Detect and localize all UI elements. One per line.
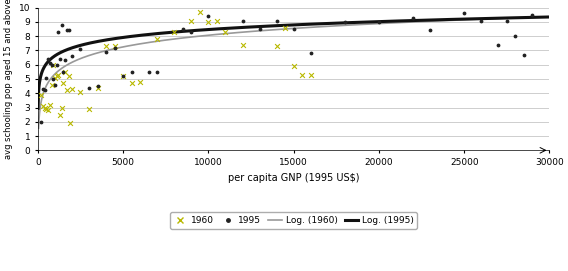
Point <box>502 18 511 23</box>
Point <box>204 14 213 18</box>
Point <box>374 20 383 24</box>
Point <box>37 120 46 124</box>
Point <box>408 15 417 20</box>
Point <box>40 88 49 93</box>
Point <box>204 20 213 24</box>
Point <box>62 88 72 93</box>
Point <box>93 85 102 90</box>
Point <box>460 11 469 15</box>
Point <box>221 30 230 34</box>
Point <box>102 44 111 48</box>
Point <box>93 84 102 88</box>
Point <box>119 74 128 78</box>
Point <box>47 63 56 67</box>
Point <box>51 83 60 87</box>
Point <box>187 18 196 23</box>
Point <box>212 18 222 23</box>
Point <box>40 105 49 110</box>
Legend: 1960, 1995, Log. (1960), Log. (1995): 1960, 1995, Log. (1960), Log. (1995) <box>170 212 417 228</box>
Point <box>170 30 179 34</box>
Point <box>64 74 73 78</box>
Point <box>68 54 77 58</box>
X-axis label: per capita GNP (1995 US$): per capita GNP (1995 US$) <box>228 173 360 182</box>
Point <box>76 47 85 51</box>
Point <box>61 58 70 63</box>
Point <box>127 81 136 85</box>
Point <box>238 18 247 23</box>
Point <box>119 74 128 78</box>
Point <box>42 107 51 111</box>
Point <box>64 28 73 33</box>
Point <box>178 27 187 31</box>
Point <box>85 107 94 111</box>
Point <box>425 28 435 33</box>
Point <box>289 64 298 68</box>
Point <box>54 73 63 77</box>
Point <box>272 18 281 23</box>
Point <box>110 44 119 48</box>
Point <box>52 74 61 78</box>
Point <box>59 81 68 85</box>
Point <box>49 63 58 67</box>
Point <box>42 75 51 80</box>
Point <box>255 27 264 31</box>
Point <box>298 73 307 77</box>
Point <box>59 70 68 74</box>
Point <box>47 83 56 87</box>
Point <box>519 53 528 57</box>
Y-axis label: avg schooling pop aged 15 and above: avg schooling pop aged 15 and above <box>4 0 13 159</box>
Point <box>44 108 53 112</box>
Point <box>195 10 204 14</box>
Point <box>144 70 153 74</box>
Point <box>289 27 298 31</box>
Point <box>49 77 58 81</box>
Point <box>102 50 111 54</box>
Point <box>39 87 48 91</box>
Point <box>85 85 94 90</box>
Point <box>51 75 60 80</box>
Point <box>45 102 55 107</box>
Point <box>340 20 349 24</box>
Point <box>153 37 162 41</box>
Point <box>272 44 281 48</box>
Point <box>306 73 315 77</box>
Point <box>136 80 145 84</box>
Point <box>39 104 48 108</box>
Point <box>57 22 66 27</box>
Point <box>494 43 503 47</box>
Point <box>110 46 119 50</box>
Point <box>153 70 162 74</box>
Point <box>281 25 290 30</box>
Point <box>57 105 66 110</box>
Point <box>76 90 85 94</box>
Point <box>61 70 70 74</box>
Point <box>306 51 315 56</box>
Point <box>238 43 247 47</box>
Point <box>56 112 65 117</box>
Point <box>45 61 55 66</box>
Point <box>44 57 53 61</box>
Point <box>68 87 77 91</box>
Point <box>477 18 486 23</box>
Point <box>511 34 520 38</box>
Point <box>528 13 537 17</box>
Point <box>187 30 196 34</box>
Point <box>127 70 136 74</box>
Point <box>54 30 63 34</box>
Point <box>62 28 72 33</box>
Point <box>37 92 46 97</box>
Point <box>56 57 65 61</box>
Point <box>52 63 61 67</box>
Point <box>66 121 75 125</box>
